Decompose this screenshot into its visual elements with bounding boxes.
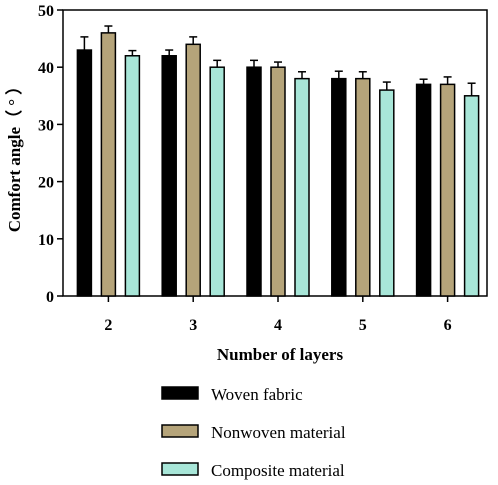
plot-area <box>62 9 488 297</box>
legend-swatch <box>161 424 199 438</box>
bar <box>100 32 117 297</box>
bar <box>415 83 432 297</box>
x-tick-label: 5 <box>359 317 367 334</box>
bar <box>379 89 395 297</box>
y-tick-label: 40 <box>38 60 54 77</box>
x-axis: 2 3 4 5 6 <box>104 296 452 334</box>
bar <box>76 49 93 297</box>
legend: Woven fabric Nonwoven material Composite m… <box>161 385 346 480</box>
bar <box>439 83 456 297</box>
y-axis: 0 10 20 30 40 50 <box>38 3 63 306</box>
legend-label: Woven fabric <box>211 385 303 404</box>
legend-swatch <box>161 386 199 400</box>
bar <box>463 95 480 297</box>
x-tick-label: 3 <box>189 317 197 334</box>
x-axis-title: Number of layers <box>217 345 344 364</box>
y-tick-label: 30 <box>38 117 54 134</box>
bar <box>161 55 177 297</box>
bar <box>355 77 371 297</box>
y-tick-label: 50 <box>38 3 54 20</box>
bar <box>270 66 286 297</box>
bar <box>124 55 141 297</box>
x-tick-label: 2 <box>104 317 112 334</box>
bar <box>246 66 262 297</box>
legend-label: Composite material <box>211 461 345 480</box>
y-axis-title: Comfort angle（ ° ） <box>4 78 24 233</box>
bar <box>185 43 201 297</box>
x-tick-label: 6 <box>444 317 452 334</box>
legend-swatch <box>161 462 199 476</box>
bar <box>209 66 225 297</box>
y-tick-label: 20 <box>38 175 54 192</box>
y-tick-label: 0 <box>46 289 54 306</box>
bar <box>331 77 347 297</box>
legend-label: Nonwoven material <box>211 423 346 442</box>
x-tick-label: 4 <box>274 317 282 334</box>
y-tick-label: 10 <box>38 232 54 249</box>
bar <box>294 77 310 297</box>
